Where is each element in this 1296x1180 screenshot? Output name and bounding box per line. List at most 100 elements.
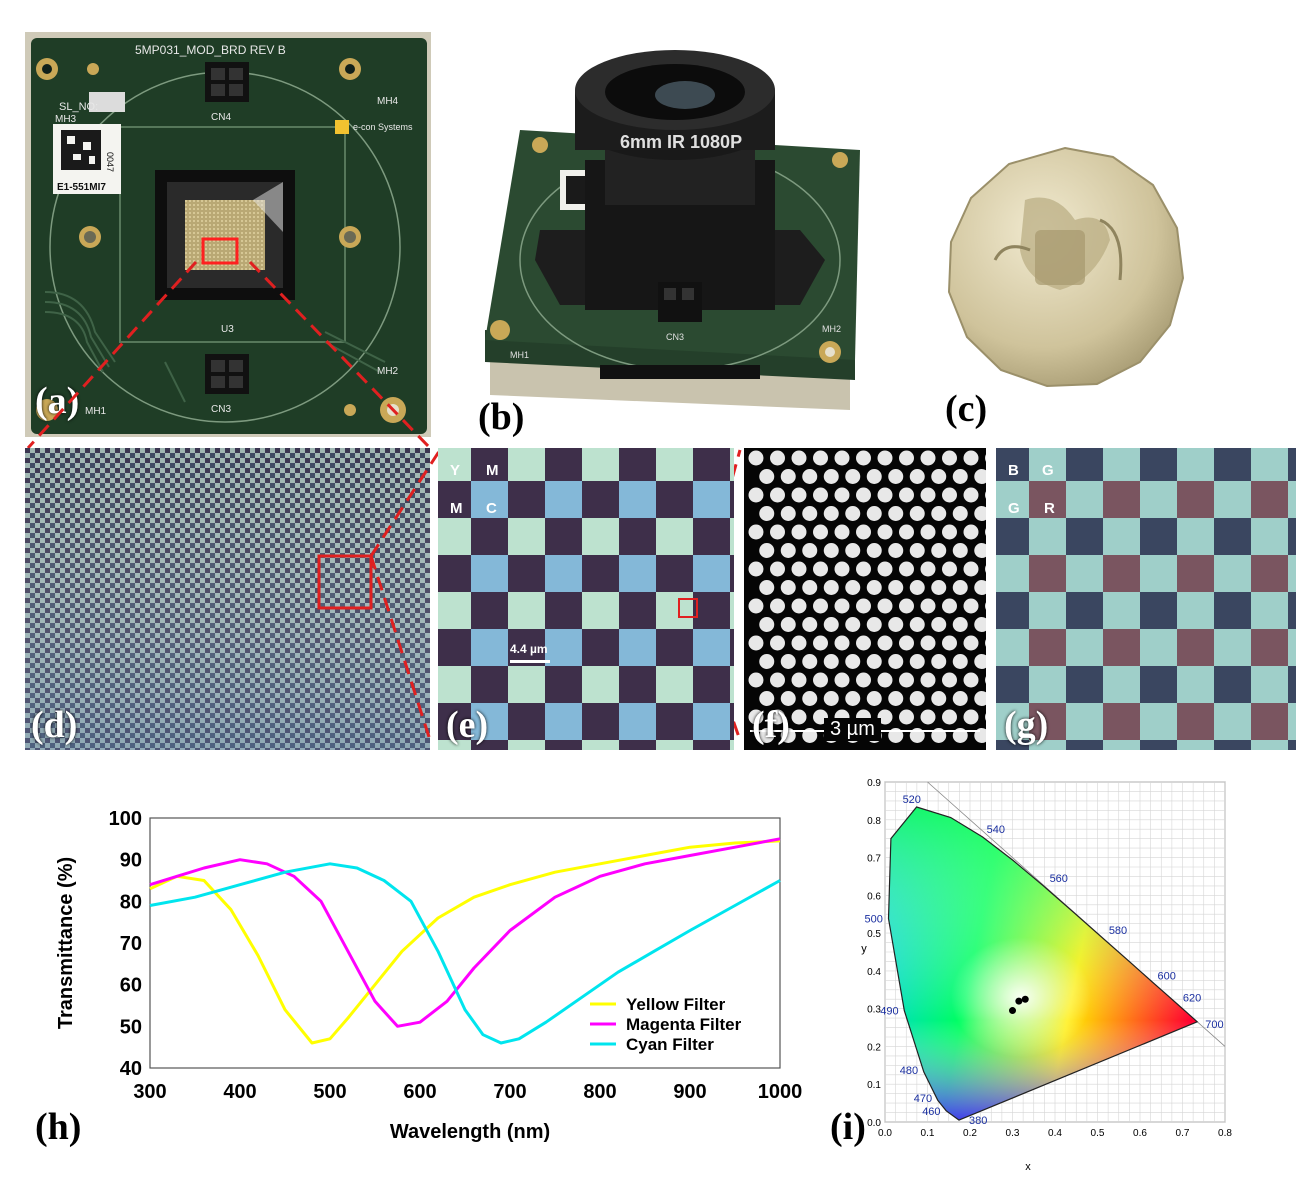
chart-h-ytick: 90 xyxy=(120,850,142,872)
zoom-lines-a-to-d xyxy=(26,260,432,450)
series-line-cyan-filter xyxy=(149,862,781,1045)
wavelength-label: 490 xyxy=(880,1006,898,1018)
wavelength-label: 520 xyxy=(903,794,921,806)
cie-data-point xyxy=(1015,997,1023,1005)
cell-label-c: C xyxy=(486,500,497,517)
cell-label-b: B xyxy=(1008,462,1019,479)
chart-i-xtick: 0.1 xyxy=(921,1128,935,1139)
cell-label-r: R xyxy=(1044,500,1055,517)
chart-h-xlabel: Wavelength (nm) xyxy=(390,1121,550,1143)
camera-module-illustration: 6mm IR 1080P MH1 MH2 CN3 xyxy=(485,50,860,410)
cell-label-y: Y xyxy=(450,462,461,479)
cam-cn3: CN3 xyxy=(666,332,684,342)
cie-data-point xyxy=(1009,1007,1016,1015)
chart-h-ytick: 100 xyxy=(109,808,142,830)
cam-mh1: MH1 xyxy=(510,350,529,360)
chart-i-ytick: 0.5 xyxy=(867,929,881,940)
pcb-mh1: MH1 xyxy=(85,406,107,417)
scale-bar-e xyxy=(510,660,550,663)
label-c: (c) xyxy=(945,388,988,430)
filter-array-wide-image xyxy=(25,448,430,750)
wavelength-label: 620 xyxy=(1183,993,1201,1005)
series-line-yellow-filter xyxy=(149,839,781,1045)
chart-h-ytick: 40 xyxy=(120,1058,142,1080)
chart-i-xtick: 0.8 xyxy=(1218,1128,1232,1139)
chart-i-xtick: 0.6 xyxy=(1133,1128,1147,1139)
cmy-checkerboard xyxy=(438,448,734,750)
chart-h-ytick: 60 xyxy=(120,975,142,997)
cie-chromaticity-chart: 380460470480490500520540560580600620700 … xyxy=(861,778,1232,1173)
pcb-sticker-num: 0047 xyxy=(105,152,115,172)
chart-i-ytick: 0.4 xyxy=(867,967,881,978)
wavelength-label: 470 xyxy=(914,1093,932,1105)
chart-h-ytick: 70 xyxy=(120,933,142,955)
chart-i-ytick: 0.9 xyxy=(867,778,881,789)
wavelength-label: 580 xyxy=(1109,925,1127,937)
chart-h-xtick: 600 xyxy=(403,1081,436,1103)
chart-i-ytick: 0.2 xyxy=(867,1042,881,1053)
chart-i-ytick: 0.6 xyxy=(867,891,881,902)
chart-i-xlabel: x xyxy=(1025,1161,1031,1173)
chart-i-ytick: 0.7 xyxy=(867,854,881,865)
legend-label: Magenta Filter xyxy=(626,1015,742,1034)
legend-label: Cyan Filter xyxy=(626,1035,714,1054)
chart-i-ytick: 0.8 xyxy=(867,816,881,827)
cell-label-g1: G xyxy=(1042,462,1054,479)
scale-text-f: 3 µm xyxy=(824,718,881,741)
chart-h-xtick: 500 xyxy=(313,1081,346,1103)
panel-e-cmy-filter-micrograph: Y M M C 4.4 µm (e) xyxy=(438,448,734,750)
chart-h-ylabel: Transmittance (%) xyxy=(55,857,77,1029)
pcb-mh3: MH3 xyxy=(55,114,77,125)
panel-g-rgb-filter-micrograph: B G G R (g) xyxy=(996,448,1296,750)
panel-f-sem-nanostructure: 3 µm (f) xyxy=(744,448,986,750)
pcb-mh2: MH2 xyxy=(377,366,399,377)
chart-h-ytick: 80 xyxy=(120,891,142,913)
pcb-sticker-id: E1-551MI7 xyxy=(57,182,106,193)
chart-i-xtick: 0.5 xyxy=(1091,1128,1105,1139)
wavelength-label: 380 xyxy=(969,1115,987,1127)
chart-i-ylabel: y xyxy=(861,943,867,955)
chart-i-ytick: 0.1 xyxy=(867,1080,881,1091)
label-i: (i) xyxy=(830,1106,866,1148)
zoom-box-e xyxy=(678,598,698,618)
wavelength-label: 480 xyxy=(900,1065,918,1077)
chart-h-xtick: 400 xyxy=(223,1081,256,1103)
chart-i-xtick: 0.3 xyxy=(1006,1128,1020,1139)
wavelength-label: 560 xyxy=(1050,873,1068,885)
label-e: (e) xyxy=(446,704,489,746)
panel-d-filter-array-wide: (d) xyxy=(25,448,430,750)
wavelength-label: 600 xyxy=(1157,970,1175,982)
pcb-logo: e-con Systems xyxy=(353,122,413,132)
legend-label: Yellow Filter xyxy=(626,995,726,1014)
chart-h-xtick: 800 xyxy=(583,1081,616,1103)
coin-illustration xyxy=(947,146,1185,388)
cell-label-g2: G xyxy=(1008,500,1020,517)
label-h: (h) xyxy=(35,1106,82,1148)
wavelength-label: 540 xyxy=(987,824,1005,836)
label-d: (d) xyxy=(31,704,78,746)
panel-b-camera-photo: 6mm IR 1080P MH1 MH2 CN3 (b) xyxy=(470,30,890,440)
lens-text: 6mm IR 1080P xyxy=(620,132,742,152)
chart-h-ytick: 50 xyxy=(120,1016,142,1038)
label-f: (f) xyxy=(752,704,790,746)
pcb-sl-no: SL_NO: xyxy=(59,101,98,113)
chart-i-ytick: 0.0 xyxy=(867,1118,881,1129)
chart-i-xtick: 0.7 xyxy=(1176,1128,1190,1139)
label-g: (g) xyxy=(1004,704,1049,746)
pcb-board-text: 5MP031_MOD_BRD REV B xyxy=(135,43,286,57)
chart-h-xtick: 300 xyxy=(133,1081,166,1103)
pcb-u3: U3 xyxy=(221,324,234,335)
wavelength-label: 700 xyxy=(1205,1019,1223,1031)
cam-mh2: MH2 xyxy=(822,324,841,334)
wavelength-label: 500 xyxy=(864,914,882,926)
panel-c-coin-photo: (c) xyxy=(935,140,1195,430)
scale-text-e: 4.4 µm xyxy=(510,642,548,656)
rgb-checkerboard xyxy=(996,448,1296,750)
chart-h-xtick: 700 xyxy=(493,1081,526,1103)
label-b: (b) xyxy=(478,396,525,438)
chart-h-xtick: 1000 xyxy=(758,1081,803,1103)
wavelength-label: 460 xyxy=(922,1106,940,1118)
sem-nanodisk-array xyxy=(748,450,986,743)
chart-i-xtick: 0.0 xyxy=(878,1128,892,1139)
pcb-cn3: CN3 xyxy=(211,404,231,415)
